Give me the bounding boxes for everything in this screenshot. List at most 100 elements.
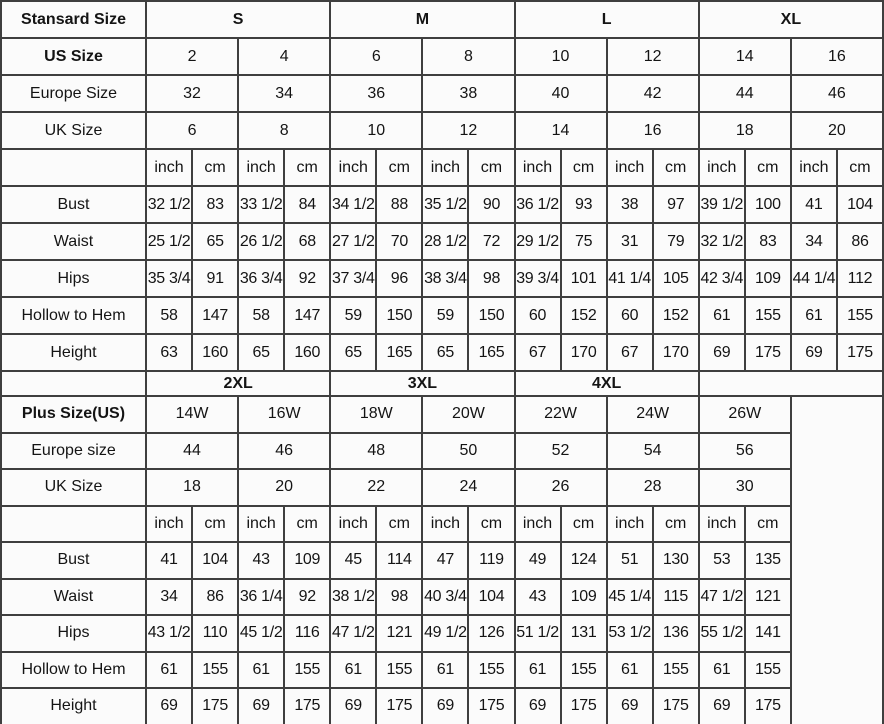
size-cell: 12 [421,111,516,150]
measure-cell: 69 [697,687,746,724]
row-label: Height [0,333,147,372]
measure-cell: 98 [467,259,516,298]
measure-cell: 147 [283,296,332,335]
size-cell: 26 [513,468,608,507]
measure-cell: 69 [329,687,378,724]
measure-cell: 60 [605,296,654,335]
size-cell: 12 [605,37,700,76]
measure-cell: 40 3/4 [421,577,470,616]
measure-cell: 136 [651,614,700,653]
measure-cell: 152 [559,296,608,335]
measure-cell: 53 1/2 [605,614,654,653]
measure-cell: 170 [651,333,700,372]
measure-cell: 27 1/2 [329,222,378,261]
measure-cell: 32 1/2 [144,185,194,224]
measure-cell: 155 [559,650,608,689]
unit-cell: inch [144,148,194,187]
measure-cell: 97 [651,185,700,224]
measure-cell: 79 [651,222,700,261]
unit-cell: inch [697,148,746,187]
measure-cell: 83 [743,222,792,261]
measure-cell: 63 [144,333,194,372]
measure-cell: 104 [191,541,240,580]
row-label: Height [0,687,147,724]
measure-cell: 45 1/4 [605,577,654,616]
measure-cell: 119 [467,541,516,580]
size-group-header: XL [697,0,884,39]
plus-group-header: 2XL [144,370,332,397]
measure-cell: 105 [651,259,700,298]
measure-cell: 126 [467,614,516,653]
size-group-header: L [513,0,700,39]
measure-cell: 38 3/4 [421,259,470,298]
size-cell: 16W [237,395,332,434]
unit-cell: inch [329,148,378,187]
measure-cell: 135 [743,541,792,580]
measure-cell: 69 [144,687,194,724]
row-label: Plus Size(US) [0,395,147,434]
size-cell: 20W [421,395,516,434]
size-cell: 56 [697,431,792,470]
measure-cell: 100 [743,185,792,224]
measure-cell: 92 [283,577,332,616]
size-cell: 18 [697,111,792,150]
size-cell: 44 [144,431,240,470]
unit-cell: inch [237,504,286,543]
measure-cell: 121 [375,614,424,653]
measure-cell: 49 1/2 [421,614,470,653]
row-label: Bust [0,185,147,224]
unit-cell: cm [467,504,516,543]
measure-cell: 72 [467,222,516,261]
row-label: Waist [0,577,147,616]
measure-cell: 45 1/2 [237,614,286,653]
measure-cell: 61 [697,296,746,335]
size-cell: 16 [789,37,884,76]
unit-cell: cm [743,148,792,187]
size-cell: 22W [513,395,608,434]
size-cell: 18 [144,468,240,507]
measure-cell: 65 [237,333,286,372]
measure-cell: 155 [743,650,792,689]
measure-cell: 175 [743,333,792,372]
unit-cell: cm [191,148,240,187]
measure-cell: 39 1/2 [697,185,746,224]
measure-cell: 32 1/2 [697,222,746,261]
measure-cell: 65 [191,222,240,261]
size-cell: 2 [144,37,240,76]
measure-cell: 155 [835,296,884,335]
unit-cell: inch [144,504,194,543]
measure-cell: 43 [237,541,286,580]
size-cell: 52 [513,431,608,470]
measure-cell: 101 [559,259,608,298]
measure-cell: 41 1/4 [605,259,654,298]
size-cell: 26W [697,395,792,434]
measure-cell: 150 [375,296,424,335]
measure-cell: 175 [191,687,240,724]
unit-cell: inch [605,148,654,187]
size-group-header: M [329,0,516,39]
measure-cell: 41 [144,541,194,580]
measure-cell: 36 1/4 [237,577,286,616]
measure-cell: 43 [513,577,562,616]
measure-cell: 65 [421,333,470,372]
size-cell: 14 [697,37,792,76]
measure-cell: 116 [283,614,332,653]
measure-cell: 36 1/2 [513,185,562,224]
measure-cell: 170 [559,333,608,372]
measure-cell: 68 [283,222,332,261]
measure-cell: 175 [743,687,792,724]
measure-cell: 114 [375,541,424,580]
size-cell: 8 [421,37,516,76]
measure-cell: 124 [559,541,608,580]
measure-cell: 83 [191,185,240,224]
measure-cell: 51 [605,541,654,580]
measure-cell: 92 [283,259,332,298]
unit-cell: inch [421,504,470,543]
row-label: Hips [0,614,147,653]
measure-cell: 70 [375,222,424,261]
measure-cell: 69 [789,333,838,372]
size-cell: 6 [144,111,240,150]
size-cell: 24 [421,468,516,507]
measure-cell: 69 [421,687,470,724]
